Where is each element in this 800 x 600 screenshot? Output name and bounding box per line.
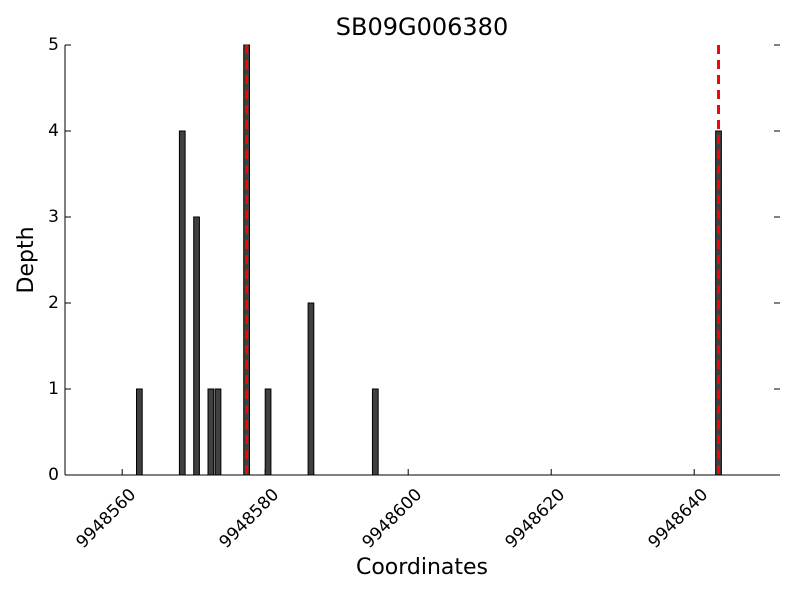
x-tick-label: 9948600 [359, 485, 427, 553]
bar [136, 388, 143, 476]
y-tick-label: 1 [48, 379, 59, 399]
bar [264, 388, 272, 476]
y-tick-label: 3 [48, 207, 59, 227]
x-axis-label: Coordinates [356, 555, 488, 580]
x-tick-label: 9948620 [502, 485, 570, 553]
x-tick-label: 9948640 [645, 485, 713, 553]
x-tick-label: 9948580 [216, 485, 284, 553]
bar [193, 216, 200, 476]
chart-title: SB09G006380 [336, 13, 508, 41]
y-tick-label: 4 [48, 121, 59, 141]
x-tick-label: 9948560 [73, 485, 141, 553]
bar [371, 388, 379, 476]
y-axis-label: Depth [14, 226, 39, 293]
y-tick-label: 2 [48, 293, 59, 313]
y-tick-label: 5 [48, 35, 59, 55]
y-tick-label: 0 [48, 465, 59, 485]
bar [307, 302, 315, 476]
bar [207, 388, 215, 476]
bar [214, 388, 222, 476]
bar [178, 130, 186, 476]
